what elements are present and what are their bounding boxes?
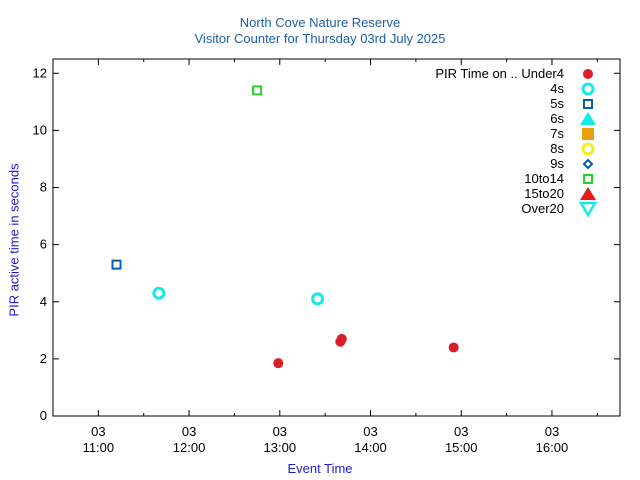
legend-marker-9s (582, 158, 594, 170)
chart-title: North Cove Nature Reserve (239, 15, 401, 30)
data-point-under4 (448, 342, 459, 353)
x-tick-time-label: 16:00 (536, 440, 569, 455)
legend-label: 4s (550, 81, 564, 96)
legend-marker-5s (583, 99, 593, 109)
x-tick-day-label: 03 (363, 424, 377, 439)
legend-label: 6s (550, 111, 564, 126)
y-tick-label: 8 (40, 180, 47, 195)
axes: 0246810120311:000312:000313:000314:00031… (33, 58, 621, 455)
legend-marker-7s (582, 128, 594, 140)
y-tick-label: 6 (40, 237, 47, 252)
data-point-4s (311, 292, 325, 306)
y-tick-label: 0 (40, 408, 47, 423)
legend-label: 9s (550, 156, 564, 171)
data-points (111, 85, 459, 369)
legend-marker-8s (581, 142, 595, 156)
x-tick-day-label: 03 (273, 424, 287, 439)
x-tick-time-label: 13:00 (264, 440, 297, 455)
y-tick-label: 12 (33, 65, 47, 80)
data-point-10to14 (252, 85, 263, 96)
legend-label: 7s (550, 126, 564, 141)
legend-marker-15to20 (580, 187, 596, 200)
x-tick-day-label: 03 (545, 424, 559, 439)
legend: PIR Time on .. Under44s5s6s7s8s9s10to141… (435, 66, 598, 218)
legend-label: 8s (550, 141, 564, 156)
x-tick-day-label: 03 (182, 424, 196, 439)
x-tick-time-label: 15:00 (445, 440, 478, 455)
legend-label: 5s (550, 96, 564, 111)
legend-marker-under4 (583, 69, 593, 79)
legend-marker-4s (581, 82, 595, 96)
x-tick-time-label: 11:00 (83, 440, 115, 455)
x-axis-label: Event Time (287, 461, 353, 476)
x-tick-day-label: 03 (91, 424, 105, 439)
legend-label: Over20 (521, 201, 564, 216)
data-point-4s (152, 286, 166, 300)
x-tick-time-label: 14:00 (354, 440, 387, 455)
data-point-under4 (336, 333, 347, 344)
legend-label: 15to20 (524, 186, 564, 201)
legend-marker-over20 (578, 201, 598, 218)
legend-marker-6s (580, 112, 596, 125)
y-axis-label: PIR active time in seconds (6, 163, 22, 317)
x-tick-time-label: 12:00 (173, 440, 206, 455)
y-tick-label: 4 (40, 294, 47, 309)
legend-label: PIR Time on .. Under4 (435, 66, 564, 81)
data-point-under4 (273, 358, 284, 369)
legend-label: 10to14 (524, 171, 564, 186)
data-point-5s (111, 259, 122, 270)
y-tick-label: 2 (40, 351, 47, 366)
chart-subtitle: Visitor Counter for Thursday 03rd July 2… (194, 31, 446, 46)
x-tick-day-label: 03 (454, 424, 468, 439)
plot-frame (52, 58, 621, 417)
legend-marker-10to14 (583, 174, 593, 184)
y-tick-label: 10 (33, 122, 47, 137)
